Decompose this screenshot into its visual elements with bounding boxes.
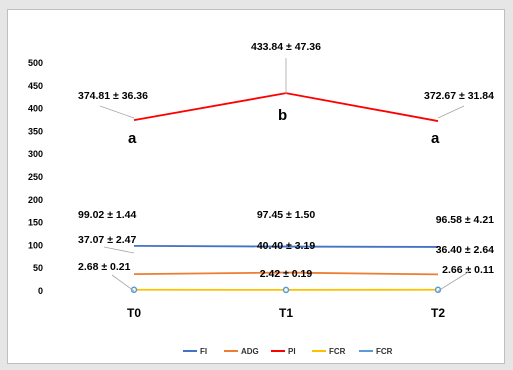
y-tick-label: 500 [28,58,43,68]
y-tick-label: 100 [28,240,43,250]
line-chart: 0 50 100 150 200 250 300 350 400 450 500 T0 T1 T2 99.0… [28,41,494,356]
significance-letter: b [278,107,287,124]
y-tick-label: 450 [28,81,43,91]
data-label: 99.02 ± 1.44 [78,209,136,221]
leader-line [99,105,135,119]
data-label: 372.67 ± 31.84 [424,90,494,102]
y-tick-label: 200 [28,195,43,205]
x-tick-label: T1 [279,306,293,320]
data-label: 97.45 ± 1.50 [257,209,315,221]
data-label: 2.68 ± 0.21 [78,261,131,273]
significance-letter: a [431,130,440,147]
x-tick-label: T0 [127,306,141,320]
x-tick-label: T2 [431,306,445,320]
data-label: 37.07 ± 2.47 [78,234,136,246]
series-point-fcr [282,286,290,294]
y-tick-label: 400 [28,104,43,114]
legend-label: FI [200,347,207,356]
legend-label: PI [288,347,296,356]
leader-line [111,274,135,292]
y-tick-label: 0 [38,286,43,296]
y-tick-label: 150 [28,218,43,228]
y-tick-label: 300 [28,149,43,159]
data-label: 2.42 ± 0.19 [260,268,313,280]
y-tick-label: 350 [28,126,43,136]
data-label: 40.40 ± 3.19 [257,240,315,252]
data-label: 96.58 ± 4.21 [436,214,494,226]
leader-line [103,246,135,254]
series-point-fcr [130,286,138,294]
y-tick-label: 50 [33,263,43,273]
leader-line [437,270,471,292]
legend-label: FCR [376,347,393,356]
significance-letter: a [128,130,137,147]
data-label: 433.84 ± 47.36 [251,41,321,53]
y-tick-label: 250 [28,172,43,182]
chart-frame: 0 50 100 150 200 250 300 350 400 450 500 T0 T1 T2 99.0… [7,9,505,364]
legend-label: FCR [329,347,346,356]
legend-label: ADG [241,347,259,356]
series-line-adg [133,271,439,276]
data-label: 2.66 ± 0.11 [442,264,494,276]
series-line-fi [133,244,439,248]
leader-line [437,105,465,119]
data-label: 374.81 ± 36.36 [78,90,148,102]
data-label: 36.40 ± 2.64 [436,244,494,256]
